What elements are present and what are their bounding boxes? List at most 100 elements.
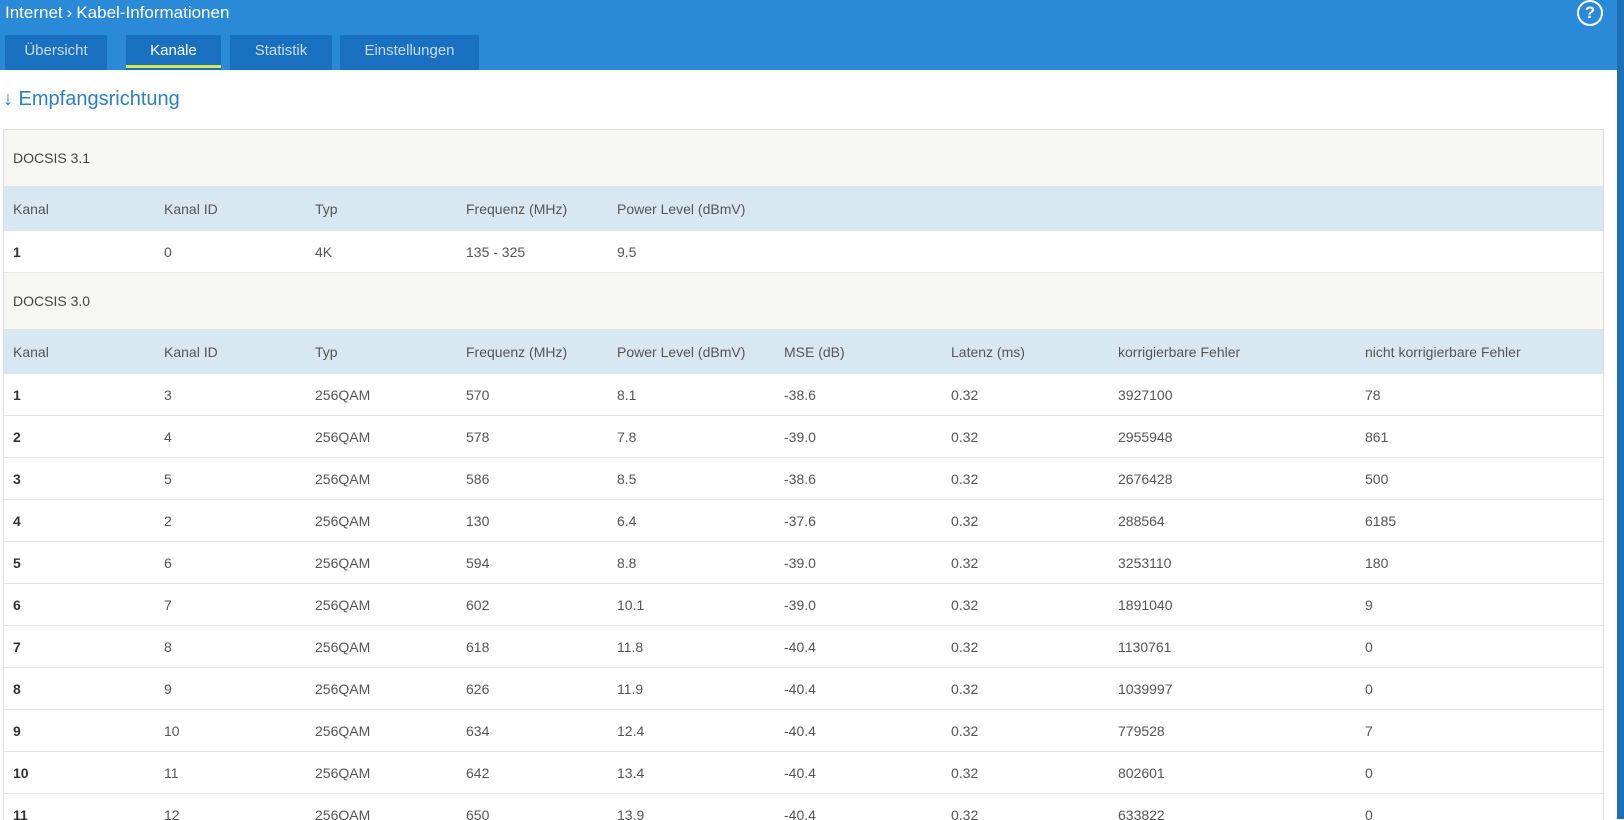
table-cell: 8.5 — [608, 471, 775, 487]
table-cell: 6 — [155, 555, 306, 571]
table-cell: 4 — [4, 513, 155, 529]
table-cell: -39.0 — [775, 597, 942, 613]
table-cell: 11 — [4, 807, 155, 820]
table-cell: 0.32 — [942, 639, 1109, 655]
table-cell: 256QAM — [306, 807, 457, 820]
column-header: korrigierbare Fehler — [1109, 344, 1356, 360]
table-cell: 8.1 — [608, 387, 775, 403]
table-cell: 10 — [4, 765, 155, 781]
table-cell: -40.4 — [775, 765, 942, 781]
column-header: nicht korrigierbare Fehler — [1356, 344, 1603, 360]
table-cell: 1 — [4, 244, 155, 260]
table-cell: 6 — [4, 597, 155, 613]
table-cell: 13.4 — [608, 765, 775, 781]
table-cell: 570 — [457, 387, 608, 403]
table-cell: 2676428 — [1109, 471, 1356, 487]
help-icon[interactable]: ? — [1577, 0, 1603, 26]
table-cell: -39.0 — [775, 555, 942, 571]
table-cell: 9 — [155, 681, 306, 697]
table-cell: 12 — [155, 807, 306, 820]
table-cell: 135 - 325 — [457, 244, 608, 260]
table-cell: 3253110 — [1109, 555, 1356, 571]
table-cell: 1891040 — [1109, 597, 1356, 613]
table-cell: 3 — [155, 387, 306, 403]
table-cell: 0.32 — [942, 723, 1109, 739]
table-cell: 256QAM — [306, 765, 457, 781]
table-cell: 7 — [155, 597, 306, 613]
table-cell: 0.32 — [942, 513, 1109, 529]
table-cell: 779528 — [1109, 723, 1356, 739]
column-header: Kanal ID — [155, 201, 306, 217]
table-cell: 4K — [306, 244, 457, 260]
table-cell: 0 — [155, 244, 306, 260]
table-cell: 8 — [4, 681, 155, 697]
table-cell: 861 — [1356, 429, 1603, 445]
table-cell: -38.6 — [775, 471, 942, 487]
tab-kanaele[interactable]: Kanäle — [126, 35, 221, 70]
table-cell: 11.8 — [608, 639, 775, 655]
tab-uebersicht[interactable]: Übersicht — [5, 35, 107, 70]
top-bar: Internet›Kabel-Informationen ? Übersicht… — [0, 0, 1624, 70]
table-cell: 256QAM — [306, 513, 457, 529]
table-cell: 7 — [1356, 723, 1603, 739]
table-cell: 0 — [1356, 639, 1603, 655]
breadcrumb-internet[interactable]: Internet — [5, 3, 63, 22]
table-cell: 7 — [4, 639, 155, 655]
table-cell: 578 — [457, 429, 608, 445]
table-cell: -37.6 — [775, 513, 942, 529]
table-cell: 586 — [457, 471, 608, 487]
table-cell: 256QAM — [306, 387, 457, 403]
tab-einstellungen[interactable]: Einstellungen — [340, 35, 479, 70]
table-cell: 256QAM — [306, 429, 457, 445]
table-cell: 0.32 — [942, 429, 1109, 445]
table-cell: 602 — [457, 597, 608, 613]
table-cell: 650 — [457, 807, 608, 820]
table-cell: 0.32 — [942, 765, 1109, 781]
table-cell: 8.8 — [608, 555, 775, 571]
table-cell: 9.5 — [608, 244, 775, 260]
column-header: MSE (dB) — [775, 344, 942, 360]
table-cell: 10 — [155, 723, 306, 739]
breadcrumb: Internet›Kabel-Informationen — [5, 2, 229, 24]
table-cell: 3 — [4, 471, 155, 487]
table-cell: 256QAM — [306, 597, 457, 613]
table-cell: 13.9 — [608, 807, 775, 820]
table-cell: 11.9 — [608, 681, 775, 697]
table-cell: 10.1 — [608, 597, 775, 613]
table-cell: 0.32 — [942, 387, 1109, 403]
table-cell: -40.4 — [775, 723, 942, 739]
table-cell: 8 — [155, 639, 306, 655]
tab-statistik[interactable]: Statistik — [230, 35, 332, 70]
table-cell: 256QAM — [306, 555, 457, 571]
table-cell: 2955948 — [1109, 429, 1356, 445]
table-cell: 78 — [1356, 387, 1603, 403]
chevron-right-icon: › — [67, 2, 73, 24]
column-header: Kanal — [4, 344, 155, 360]
table-cell: 2 — [4, 429, 155, 445]
docsis30-group-header: DOCSIS 3.0 — [4, 273, 1603, 330]
table-cell: 12.4 — [608, 723, 775, 739]
table-cell: 618 — [457, 639, 608, 655]
column-header: Frequenz (MHz) — [457, 201, 608, 217]
section-title: ↓ Empfangsrichtung — [3, 88, 180, 111]
column-header: Typ — [306, 201, 457, 217]
column-header: Typ — [306, 344, 457, 360]
table-cell: 594 — [457, 555, 608, 571]
scrollbar[interactable] — [1617, 0, 1624, 819]
table-cell: 256QAM — [306, 639, 457, 655]
table-cell: 180 — [1356, 555, 1603, 571]
